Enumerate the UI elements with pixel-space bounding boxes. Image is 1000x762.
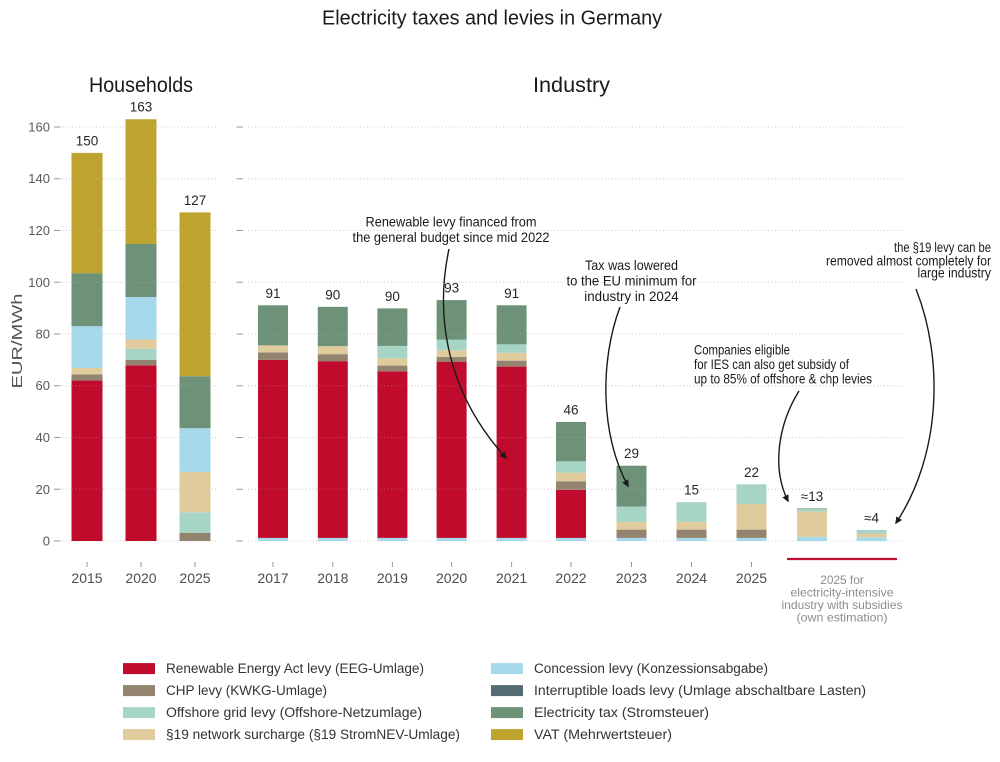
svg-text:91: 91: [265, 286, 280, 301]
svg-text:90: 90: [385, 289, 400, 304]
svg-text:2023: 2023: [616, 570, 647, 586]
svg-text:Electricity taxes and levies i: Electricity taxes and levies in Germany: [322, 8, 662, 30]
svg-text:140: 140: [28, 171, 50, 186]
svg-text:2024: 2024: [676, 570, 707, 586]
svg-text:46: 46: [563, 403, 578, 418]
svg-text:2020: 2020: [436, 570, 467, 586]
svg-text:industry in 2024: industry in 2024: [584, 288, 679, 304]
svg-text:127: 127: [184, 193, 207, 208]
svg-text:20: 20: [36, 482, 50, 497]
svg-text:electricity-intensive: electricity-intensive: [791, 586, 894, 600]
svg-text:2017: 2017: [257, 570, 288, 586]
svg-text:15: 15: [684, 483, 699, 498]
svg-text:2025 for: 2025 for: [820, 573, 864, 587]
svg-text:22: 22: [744, 465, 759, 480]
svg-text:163: 163: [130, 100, 153, 115]
svg-text:2015: 2015: [71, 570, 102, 586]
svg-text:80: 80: [36, 327, 50, 342]
svg-text:(own estimation): (own estimation): [797, 611, 888, 625]
svg-text:Concession levy (Konzessionsab: Concession levy (Konzessionsabgabe): [534, 661, 768, 676]
svg-text:large industry: large industry: [918, 265, 992, 281]
svg-text:Households: Households: [89, 74, 193, 97]
svg-text:93: 93: [444, 281, 459, 296]
svg-text:40: 40: [36, 430, 50, 445]
svg-text:60: 60: [36, 378, 50, 393]
svg-text:2025: 2025: [179, 570, 210, 586]
svg-text:for IES can also get subsidy o: for IES can also get subsidy of: [694, 356, 849, 372]
svg-text:2020: 2020: [125, 570, 156, 586]
svg-text:Renewable levy financed from: Renewable levy financed from: [366, 214, 537, 230]
svg-text:VAT (Mehrwertsteuer): VAT (Mehrwertsteuer): [534, 727, 672, 742]
svg-text:2022: 2022: [555, 570, 586, 586]
svg-text:120: 120: [28, 223, 50, 238]
svg-text:2025: 2025: [736, 570, 767, 586]
svg-text:Interruptible loads levy (Umla: Interruptible loads levy (Umlage abschal…: [534, 683, 866, 698]
svg-text:CHP levy (KWKG-Umlage): CHP levy (KWKG-Umlage): [166, 683, 327, 698]
svg-text:Industry: Industry: [533, 74, 611, 97]
svg-text:Renewable Energy Act levy (EEG: Renewable Energy Act levy (EEG-Umlage): [166, 661, 424, 676]
svg-text:2018: 2018: [317, 570, 348, 586]
svg-text:91: 91: [504, 286, 519, 301]
svg-text:the general budget since mid 2: the general budget since mid 2022: [353, 229, 550, 245]
svg-text:the §19 levy can be: the §19 levy can be: [894, 239, 991, 255]
svg-text:to the EU minimum for: to the EU minimum for: [567, 273, 697, 289]
svg-text:up to 85% of offshore & chp le: up to 85% of offshore & chp levies: [694, 371, 872, 387]
svg-text:EUR/MWh: EUR/MWh: [9, 294, 26, 389]
svg-text:100: 100: [28, 275, 50, 290]
svg-text:0: 0: [43, 534, 50, 549]
svg-text:160: 160: [28, 120, 50, 135]
svg-text:industry with subsidies: industry with subsidies: [782, 598, 903, 612]
svg-text:Tax was lowered: Tax was lowered: [585, 257, 678, 273]
svg-text:§19 network surcharge (§19 Str: §19 network surcharge (§19 StromNEV-Umla…: [166, 727, 460, 742]
svg-text:≈13: ≈13: [801, 489, 823, 504]
svg-text:150: 150: [76, 133, 99, 148]
svg-text:2021: 2021: [496, 570, 527, 586]
svg-text:90: 90: [325, 287, 340, 302]
svg-text:Companies eligible: Companies eligible: [694, 342, 790, 358]
svg-text:Electricity tax (Stromsteuer): Electricity tax (Stromsteuer): [534, 705, 709, 720]
svg-text:removed almost completely for: removed almost completely for: [826, 253, 991, 269]
svg-text:29: 29: [624, 446, 639, 461]
svg-text:Offshore grid levy (Offshore-N: Offshore grid levy (Offshore-Netzumlage): [166, 705, 422, 720]
svg-text:2019: 2019: [377, 570, 408, 586]
svg-text:≈4: ≈4: [864, 510, 879, 525]
